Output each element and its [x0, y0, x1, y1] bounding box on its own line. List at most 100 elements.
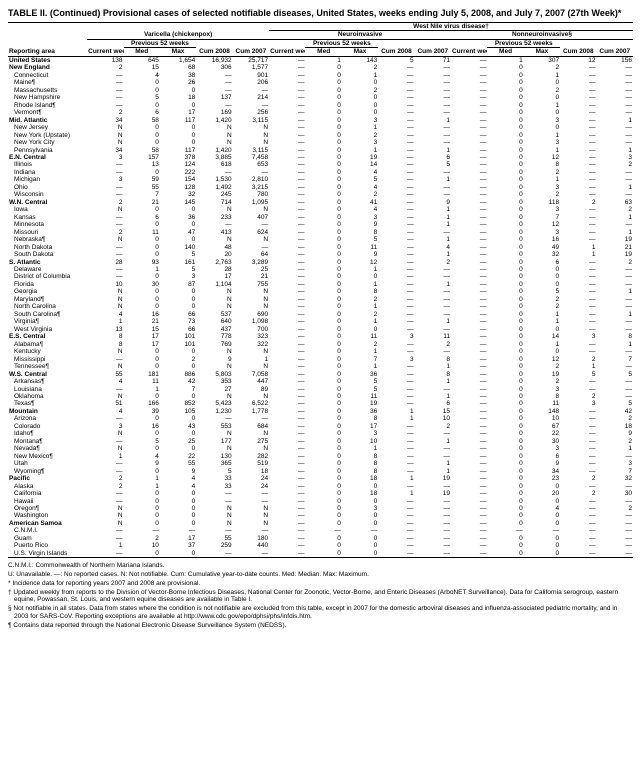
- data-cell: 140: [160, 244, 196, 251]
- data-cell: —: [596, 348, 633, 355]
- data-cell: 0: [342, 535, 378, 542]
- data-cell: 0: [305, 483, 341, 490]
- data-cell: 886: [160, 371, 196, 378]
- data-cell: 5: [560, 371, 596, 378]
- data-cell: —: [269, 378, 305, 385]
- data-cell: —: [451, 72, 487, 79]
- data-cell: —: [596, 266, 633, 273]
- data-cell: 0: [487, 400, 523, 407]
- data-cell: 19: [342, 154, 378, 161]
- data-cell: 0: [124, 445, 160, 452]
- data-cell: 26: [160, 79, 196, 86]
- data-cell: —: [87, 87, 123, 94]
- data-cell: —: [451, 251, 487, 258]
- data-cell: —: [233, 221, 269, 228]
- data-cell: —: [596, 273, 633, 280]
- data-cell: —: [596, 296, 633, 303]
- data-cell: 275: [233, 438, 269, 445]
- data-cell: 2: [596, 161, 633, 168]
- table-row: District of Columbia—031721—00———00——: [8, 273, 633, 280]
- data-cell: —: [451, 550, 487, 558]
- data-cell: —: [378, 102, 414, 109]
- disease-varicella: Varicella (chickenpox): [87, 23, 269, 40]
- data-cell: 653: [233, 161, 269, 168]
- data-cell: 12: [342, 259, 378, 266]
- data-cell: 282: [233, 453, 269, 460]
- data-cell: 9: [160, 468, 196, 475]
- data-cell: 0: [305, 251, 341, 258]
- data-cell: 353: [196, 378, 232, 385]
- data-cell: 0: [124, 512, 160, 519]
- data-cell: 42: [160, 378, 196, 385]
- data-cell: —: [269, 393, 305, 400]
- data-cell: —: [560, 221, 596, 228]
- data-cell: 0: [487, 281, 523, 288]
- data-cell: 1: [342, 147, 378, 154]
- data-cell: 117: [160, 147, 196, 154]
- area-cell: Puerto Rico: [8, 542, 87, 549]
- area-cell: United States: [8, 56, 87, 64]
- table-row: OklahomaN00NN—011—1—082—: [8, 393, 633, 400]
- data-cell: N: [233, 132, 269, 139]
- data-cell: 13: [87, 326, 123, 333]
- data-cell: —: [87, 535, 123, 542]
- data-cell: 755: [233, 281, 269, 288]
- data-cell: —: [87, 214, 123, 221]
- data-cell: —: [87, 221, 123, 228]
- data-cell: 0: [305, 453, 341, 460]
- data-cell: —: [378, 72, 414, 79]
- data-cell: N: [233, 303, 269, 310]
- data-cell: —: [451, 303, 487, 310]
- data-cell: 17: [342, 423, 378, 430]
- data-cell: —: [596, 498, 633, 505]
- data-cell: 0: [124, 139, 160, 146]
- data-cell: 1: [342, 318, 378, 325]
- data-cell: N: [87, 520, 123, 527]
- data-cell: —: [596, 393, 633, 400]
- h-prev-1: Previous 52 weeks: [124, 39, 197, 47]
- data-cell: 1: [415, 117, 451, 124]
- data-cell: N: [87, 363, 123, 370]
- data-cell: —: [596, 64, 633, 71]
- data-cell: 0: [160, 498, 196, 505]
- data-cell: 245: [196, 191, 232, 198]
- data-cell: 19: [415, 490, 451, 497]
- data-cell: —: [269, 214, 305, 221]
- data-cell: 2: [87, 109, 123, 116]
- data-cell: 1: [342, 266, 378, 273]
- footnote-line: U: Unavailable. —: No reported cases. N:…: [8, 571, 633, 579]
- data-cell: —: [378, 206, 414, 213]
- table-row: Maryland¶N00NN—02———02——: [8, 296, 633, 303]
- data-cell: 1: [342, 72, 378, 79]
- data-cell: —: [415, 386, 451, 393]
- data-cell: —: [87, 460, 123, 467]
- data-cell: —: [378, 229, 414, 236]
- data-cell: —: [560, 281, 596, 288]
- area-cell: Pennsylvania: [8, 147, 87, 154]
- table-row: Colorado31643553684—017—2—067—18: [8, 423, 633, 430]
- data-cell: —: [269, 296, 305, 303]
- data-cell: —: [196, 415, 232, 422]
- data-cell: 38: [160, 72, 196, 79]
- data-cell: 519: [233, 460, 269, 467]
- area-cell: Mississippi: [8, 356, 87, 363]
- data-cell: 1: [560, 244, 596, 251]
- data-cell: 4: [342, 184, 378, 191]
- h-cum08-2: Cum 2008: [378, 39, 414, 56]
- data-cell: 9: [124, 460, 160, 467]
- data-cell: 0: [305, 423, 341, 430]
- data-cell: 2: [596, 415, 633, 422]
- area-cell: Alaska: [8, 483, 87, 490]
- data-cell: 0: [524, 512, 560, 519]
- data-cell: 640: [196, 318, 232, 325]
- data-cell: —: [596, 386, 633, 393]
- data-cell: —: [487, 527, 523, 534]
- data-cell: 222: [160, 169, 196, 176]
- table-row: Illinois—13124618653—014—5—08—2: [8, 161, 633, 168]
- data-cell: 0: [342, 483, 378, 490]
- table-row: Mountain4391051,2301,778—036115—0148—42: [8, 408, 633, 415]
- data-cell: 1,654: [160, 56, 196, 64]
- data-cell: 5: [196, 468, 232, 475]
- data-cell: —: [269, 490, 305, 497]
- area-cell: Arizona: [8, 415, 87, 422]
